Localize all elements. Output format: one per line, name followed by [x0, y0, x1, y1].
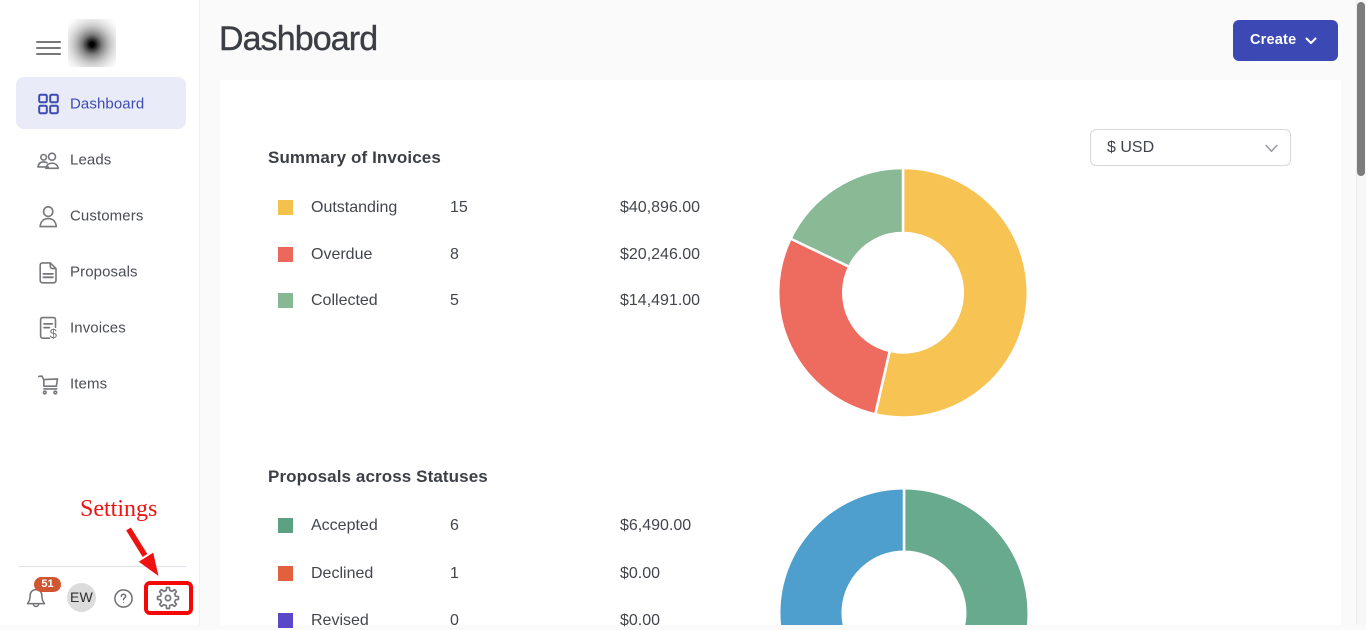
svg-text:$: $: [50, 326, 58, 340]
